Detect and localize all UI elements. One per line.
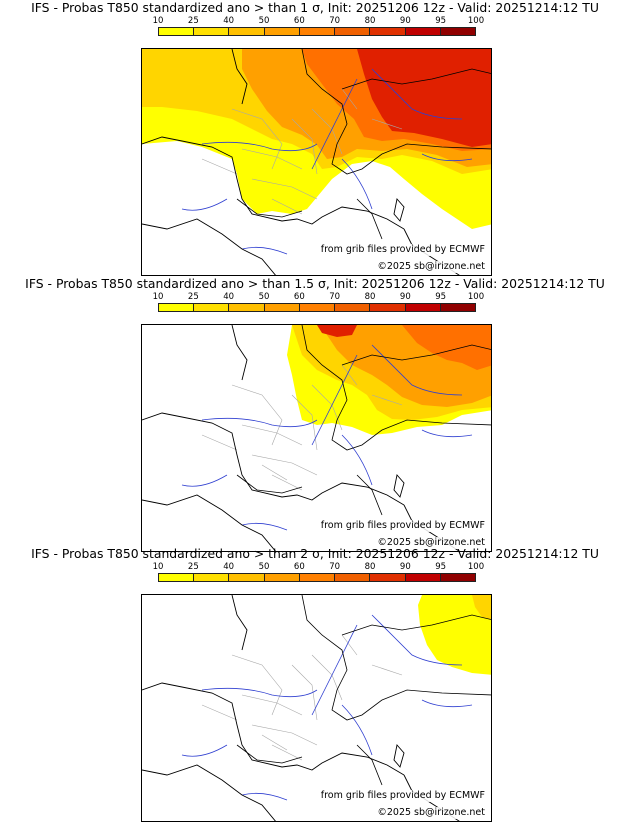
colorbar-swatch (229, 304, 265, 311)
colorbar-tick-label: 95 (435, 16, 447, 26)
map-canvas (142, 595, 491, 821)
map-canvas (142, 49, 491, 275)
colorbar-swatch (194, 304, 230, 311)
colorbar: 10 25 40 50 60 70 80 90 95 100 (153, 562, 485, 588)
map-panel-2: IFS - Probas T850 standardized ano > tha… (0, 276, 630, 552)
probability-shading (142, 49, 491, 229)
colorbar-swatches (158, 573, 476, 582)
colorbar-swatch (405, 304, 441, 311)
colorbar-tick-label: 40 (223, 16, 235, 26)
panel-title: IFS - Probas T850 standardized ano > tha… (25, 276, 605, 291)
colorbar-tick-label: 70 (329, 562, 341, 572)
colorbar-swatch (194, 28, 230, 35)
data-source-credit: from grib files provided by ECMWF (318, 244, 487, 256)
colorbar: 10 25 40 50 60 70 80 90 95 100 (153, 16, 485, 42)
colorbar-swatch (335, 28, 371, 35)
colorbar-tick-label: 60 (293, 16, 305, 26)
colorbar-tick-label: 50 (258, 292, 270, 302)
colorbar-swatch (264, 28, 300, 35)
colorbar-swatch (229, 28, 265, 35)
colorbar-ticks: 10 25 40 50 60 70 80 90 95 100 (153, 562, 485, 573)
colorbar-tick-label: 90 (399, 562, 411, 572)
colorbar-swatch (440, 574, 475, 581)
panel-title: IFS - Probas T850 standardized ano > tha… (31, 546, 599, 561)
probability-map: from grib files provided by ECMWF ©2025 … (141, 48, 492, 276)
colorbar-tick-label: 25 (187, 16, 199, 26)
copyright-credit: ©2025 sb@irizone.net (375, 807, 487, 819)
colorbar-swatch (264, 574, 300, 581)
colorbar-swatch (159, 304, 195, 311)
country-borders (236, 49, 491, 240)
colorbar-swatch (335, 304, 371, 311)
probability-map: from grib files provided by ECMWF ©2025 … (141, 594, 492, 822)
colorbar-tick-label: 80 (364, 562, 376, 572)
map-canvas (142, 325, 491, 551)
prob-area-red (357, 49, 491, 147)
colorbar-ticks: 10 25 40 50 60 70 80 90 95 100 (153, 292, 485, 303)
colorbar-swatch (440, 28, 475, 35)
colorbar-swatch (405, 574, 441, 581)
colorbar-tick-label: 25 (187, 562, 199, 572)
colorbar-tick-label: 95 (435, 292, 447, 302)
panel-title: IFS - Probas T850 standardized ano > tha… (31, 0, 599, 15)
colorbar-swatch (370, 304, 406, 311)
country-borders (236, 325, 491, 516)
colorbar-tick-label: 10 (152, 16, 164, 26)
colorbar-tick-label: 100 (467, 292, 485, 302)
copyright-credit: ©2025 sb@irizone.net (375, 537, 487, 549)
colorbar-swatches (158, 303, 476, 312)
colorbar-tick-label: 25 (187, 292, 199, 302)
colorbar-swatch (194, 574, 230, 581)
colorbar-tick-label: 40 (223, 292, 235, 302)
colorbar-swatch (370, 28, 406, 35)
rivers (181, 344, 473, 531)
probability-map: from grib files provided by ECMWF ©2025 … (141, 324, 492, 552)
colorbar-swatch (264, 304, 300, 311)
prob-area-dark-orange (402, 325, 491, 370)
colorbar-tick-label: 50 (258, 562, 270, 572)
colorbar-tick-label: 80 (364, 292, 376, 302)
colorbar-swatch (159, 574, 195, 581)
colorbar-tick-label: 100 (467, 16, 485, 26)
colorbar-tick-label: 90 (399, 292, 411, 302)
colorbar-swatch (299, 28, 336, 35)
coastlines (142, 595, 460, 821)
colorbar-tick-label: 70 (329, 292, 341, 302)
colorbar-swatch (159, 28, 195, 35)
data-source-credit: from grib files provided by ECMWF (318, 520, 487, 532)
colorbar-swatch (299, 304, 336, 311)
colorbar-tick-label: 70 (329, 16, 341, 26)
colorbar-swatches (158, 27, 476, 36)
rivers (181, 614, 473, 801)
probability-shading (287, 325, 491, 435)
colorbar-tick-label: 90 (399, 16, 411, 26)
probability-shading (418, 595, 491, 675)
colorbar-tick-label: 95 (435, 562, 447, 572)
colorbar-tick-label: 10 (152, 292, 164, 302)
rivers (181, 68, 473, 255)
colorbar-swatch (335, 574, 371, 581)
colorbar-ticks: 10 25 40 50 60 70 80 90 95 100 (153, 16, 485, 27)
data-source-credit: from grib files provided by ECMWF (318, 790, 487, 802)
colorbar-tick-label: 60 (293, 292, 305, 302)
colorbar-tick-label: 50 (258, 16, 270, 26)
copyright-credit: ©2025 sb@irizone.net (375, 261, 487, 273)
colorbar-swatch (370, 574, 406, 581)
colorbar-swatch (440, 304, 475, 311)
country-borders (236, 595, 491, 786)
colorbar-tick-label: 60 (293, 562, 305, 572)
prob-area-light-orange (472, 595, 491, 620)
colorbar-tick-label: 40 (223, 562, 235, 572)
colorbar-tick-label: 100 (467, 562, 485, 572)
colorbar-swatch (299, 574, 336, 581)
colorbar-swatch (229, 574, 265, 581)
prob-area-red (317, 325, 357, 337)
region-boundaries (201, 634, 403, 761)
colorbar: 10 25 40 50 60 70 80 90 95 100 (153, 292, 485, 318)
colorbar-swatch (405, 28, 441, 35)
map-panel-1: IFS - Probas T850 standardized ano > tha… (0, 0, 630, 276)
map-panel-3: IFS - Probas T850 standardized ano > tha… (0, 546, 630, 822)
colorbar-tick-label: 10 (152, 562, 164, 572)
colorbar-tick-label: 80 (364, 16, 376, 26)
